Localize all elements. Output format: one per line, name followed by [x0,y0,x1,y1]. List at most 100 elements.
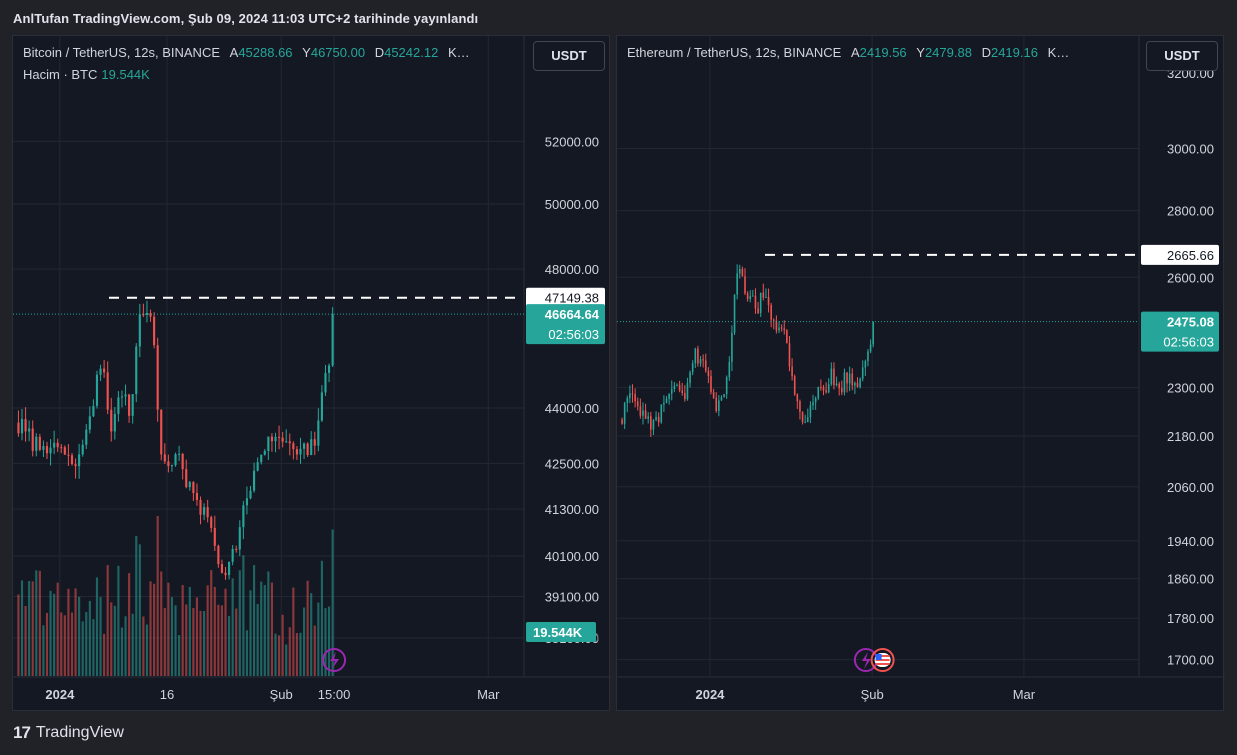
btc-chart-svg[interactable]: 52000.00 50000.00 48000.00 44000.00 42500.00… [13,36,611,712]
candle-body [56,442,59,448]
candle-body [854,382,856,386]
btc-open-value: 45288.66 [238,45,293,60]
candle-body [712,392,715,398]
candle-body [92,405,95,417]
candle-body [644,410,647,419]
candle-body [731,332,733,362]
candle-body [277,436,281,438]
volume-bar [131,613,134,676]
candle-body [806,417,809,423]
candle-body [95,374,99,406]
candle-body [786,330,788,344]
volume-bar [128,573,131,676]
candle-body [793,376,796,395]
volume-bar [292,587,295,676]
candle-body [723,394,725,398]
eth-symbol[interactable]: Ethereum / TetherUS, 12s, BINANCE [627,45,842,60]
lightning-bolt-icon [330,652,340,669]
volume-bar [220,605,224,676]
candle-body [759,292,762,314]
volume-bar [299,632,302,676]
volume-bar [42,625,45,676]
brand-name: TradingView [35,724,124,741]
volume-bar [253,565,256,676]
last-price-label: 46664.64 [545,307,600,322]
candle-body [843,372,846,393]
btc-symbol[interactable]: Bitcoin / TetherUS, 12s, BINANCE [23,45,221,60]
tradingview-brand[interactable]: 17 TradingView [13,723,124,743]
volume-bar [117,565,120,676]
volume-bar [24,606,27,676]
candle-body [324,372,327,393]
y-tick-label: 44000.00 [545,401,599,416]
btc-currency-button[interactable]: USDT [533,41,605,71]
candle-body [636,401,639,407]
candle-body [689,372,691,384]
volume-bar [74,588,77,676]
candle-body [809,405,812,418]
volume-bar [174,605,177,676]
btc-high-label: Y [302,45,311,60]
candle-body [775,320,778,331]
volume-bar [185,604,188,676]
candle-body [657,416,660,423]
candle-body [752,295,754,297]
eth-close-truncated: K… [1047,45,1070,60]
bolt-event-icon [322,648,347,672]
candle-body [704,360,707,371]
candle-body [697,348,699,364]
btc-volume-label[interactable]: Hacim · BTC [23,67,98,82]
candle-body [778,327,780,331]
candle-body [718,400,720,412]
volume-bar [181,585,184,676]
y-tick-label: 42500.00 [545,456,599,471]
volume-bar [195,597,199,676]
volume-bar [263,585,266,676]
eth-currency-button[interactable]: USDT [1146,41,1218,71]
x-tick-label: Şub [861,687,884,702]
volume-bar [63,615,66,676]
y-tick-label: 2300.00 [1167,381,1214,396]
volume-bar [203,610,206,676]
candle-body [738,268,741,274]
x-tick-label: Mar [477,687,500,702]
candle-body [63,447,66,455]
candle-body [235,548,238,550]
candle-body [841,388,843,393]
btc-chart-panel[interactable]: 52000.00 50000.00 48000.00 44000.00 42500.00… [12,35,611,712]
candle-body [861,367,864,379]
candle-body [686,383,689,400]
candle-body [178,453,181,455]
y-tick-label: 2800.00 [1167,204,1214,219]
y-tick-label: 2180.00 [1167,429,1214,444]
candle-body [281,437,284,442]
volume-bar [270,582,273,676]
candle-body [128,394,131,416]
eth-chart-svg[interactable]: 3000.00 2800.00 2600.00 2300.00 2180.00 2060.… [617,36,1225,712]
eth-chart-panel[interactable]: 3000.00 2800.00 2600.00 2300.00 2180.00 2060.… [616,35,1225,712]
volume-bar [288,627,291,676]
dashed-level-label: 47149.38 [545,291,599,306]
volume-tag-bg [526,622,596,642]
candle-body [20,419,24,434]
tradingview-logo-icon: 17 [13,723,31,742]
y-tick-label: 41300.00 [545,502,599,517]
candle-body [788,343,791,367]
volume-bar [267,571,270,676]
candle-body [106,372,109,410]
candle-body [192,482,195,493]
candle-body [163,454,166,462]
candle-body [99,368,102,375]
last-price-tag-bg [1141,311,1219,352]
candle-body [292,443,295,450]
x-tick-label: Şub [270,687,293,702]
candle-body [780,327,783,329]
volume-bar [60,612,63,676]
candle-body [796,394,799,402]
candle-body [859,378,861,388]
candle-body [710,375,712,393]
btc-volume-legend: Hacim · BTC 19.544K [23,67,150,82]
volume-bar [231,578,234,676]
candle-body [145,312,149,315]
volume-bar [302,607,306,676]
